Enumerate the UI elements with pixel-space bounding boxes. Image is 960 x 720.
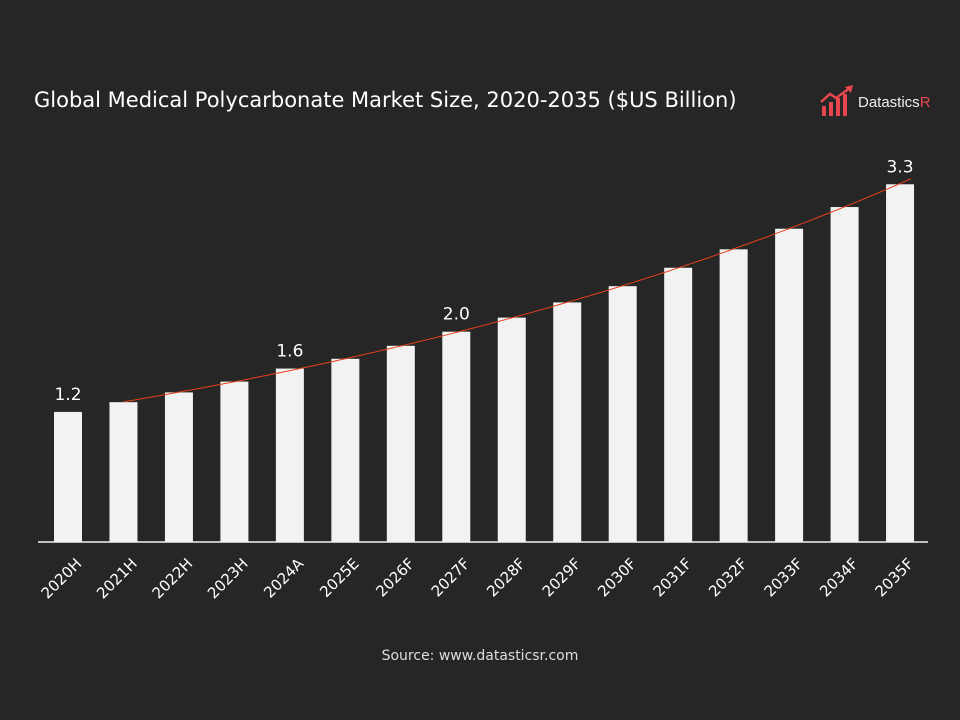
x-tick-label: 2020H bbox=[38, 555, 86, 603]
x-tick-label: 2032F bbox=[705, 555, 751, 601]
data-label: 1.6 bbox=[276, 342, 303, 362]
bar-2022H bbox=[164, 392, 193, 542]
bar-2027F bbox=[442, 331, 471, 542]
bar-2021H bbox=[109, 402, 138, 542]
x-tick-label: 2024A bbox=[260, 554, 307, 601]
bar-2035F bbox=[886, 184, 915, 542]
bar-2023H bbox=[220, 381, 249, 542]
x-tick-label: 2025E bbox=[316, 555, 362, 601]
x-tick-label: 2022H bbox=[149, 555, 197, 603]
bar-2026F bbox=[386, 345, 415, 542]
data-label: 2.0 bbox=[443, 305, 470, 325]
bar-2028F bbox=[497, 317, 526, 542]
x-tick-label: 2030F bbox=[594, 555, 640, 601]
logo-text: DatasticsR bbox=[858, 94, 931, 111]
x-tick-label: 2028F bbox=[483, 555, 529, 601]
x-tick-label: 2027F bbox=[428, 555, 474, 601]
source-note: Source: www.datasticsr.com bbox=[381, 648, 579, 664]
bar-2025E bbox=[331, 358, 360, 542]
growth-chart-icon bbox=[820, 85, 853, 116]
bar-2032F bbox=[719, 249, 748, 542]
bar-2029F bbox=[553, 302, 582, 542]
data-label: 1.2 bbox=[54, 385, 81, 405]
x-tick-label: 2021H bbox=[93, 555, 141, 603]
data-label: 3.3 bbox=[887, 157, 914, 177]
datasticsr-logo: DatasticsR bbox=[820, 84, 931, 118]
bar-2020H bbox=[54, 411, 82, 542]
x-tick-label: 2029F bbox=[539, 555, 585, 601]
bar-2031F bbox=[664, 267, 693, 542]
bar-2033F bbox=[775, 228, 804, 542]
trendline bbox=[123, 178, 912, 403]
x-tick-label: 2026F bbox=[372, 555, 418, 601]
chart-title: Global Medical Polycarbonate Market Size… bbox=[34, 88, 737, 112]
bar-2030F bbox=[608, 286, 637, 542]
x-tick-label: 2033F bbox=[761, 555, 807, 601]
bar-2024A bbox=[275, 368, 304, 542]
x-tick-label: 2035F bbox=[872, 555, 918, 601]
bar-2034F bbox=[830, 207, 859, 542]
x-tick-label: 2031F bbox=[650, 555, 696, 601]
x-tick-label: 2023H bbox=[204, 555, 252, 603]
x-tick-label: 2034F bbox=[816, 555, 862, 601]
